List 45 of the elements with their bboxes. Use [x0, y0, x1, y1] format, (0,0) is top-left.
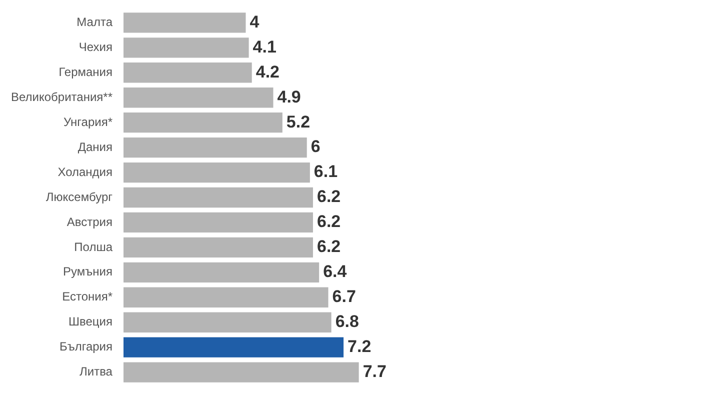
bar [123, 88, 274, 108]
bar [123, 262, 320, 283]
bar [123, 12, 246, 33]
data-label: 6 [310, 137, 320, 156]
data-label: 7.2 [348, 337, 372, 356]
y-tick-label: Дания [78, 140, 112, 154]
y-tick-label: Австрия [66, 214, 112, 229]
bar [123, 137, 307, 158]
data-label: 6.2 [316, 187, 341, 206]
y-tick-label: Люксембург [46, 190, 114, 204]
bar [123, 237, 313, 258]
bar [123, 162, 310, 183]
data-label: 6.4 [323, 262, 348, 282]
bar [123, 112, 282, 133]
bar [123, 312, 332, 332]
y-tick-label: Германия [58, 64, 112, 79]
data-label: 6.8 [335, 312, 359, 332]
bar [123, 362, 359, 382]
y-tick-label: Унгария* [63, 114, 113, 129]
y-tick-label: Румъния [63, 264, 112, 279]
data-label: 4.1 [252, 37, 276, 56]
y-tick-label: България [59, 340, 112, 354]
data-label: 6.2 [316, 237, 341, 256]
bar [123, 287, 328, 308]
data-label: 4.9 [277, 87, 301, 106]
data-label: 6.1 [314, 162, 338, 182]
data-label: 4 [250, 12, 260, 32]
y-tick-label: Холандия [58, 164, 112, 179]
y-tick-label: Великобритания** [10, 90, 113, 104]
data-label: 4.2 [256, 62, 280, 82]
bar [123, 62, 252, 83]
y-tick-label: Естония* [62, 290, 113, 304]
y-tick-label: Литва [79, 364, 113, 379]
y-tick-label: Малта [76, 15, 113, 29]
bar [123, 337, 344, 358]
bar [123, 187, 313, 208]
data-label: 5.2 [286, 112, 310, 132]
data-label: 6.7 [332, 287, 356, 306]
bar [123, 212, 313, 233]
y-tick-label: Чехия [78, 40, 112, 54]
y-tick-label: Швеция [68, 314, 112, 329]
y-tick-label: Полша [74, 240, 113, 254]
bar [123, 38, 249, 58]
data-label: 6.2 [316, 212, 341, 232]
data-label: 7.7 [362, 362, 386, 381]
